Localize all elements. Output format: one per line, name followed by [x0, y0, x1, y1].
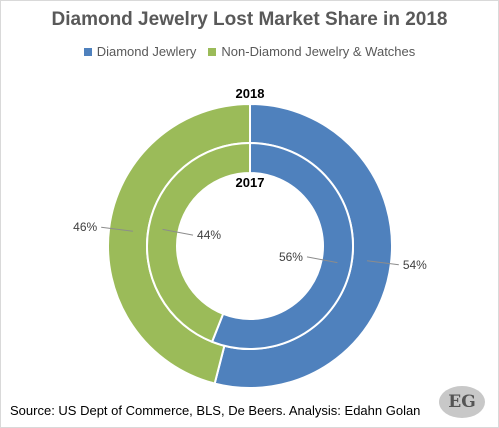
chart-title: Diamond Jewelry Lost Market Share in 201…: [51, 9, 448, 30]
slice-2017-0: [210, 141, 354, 350]
data-label-2018-0: 54%: [403, 258, 427, 272]
legend-label-diamond: Diamond Jewlery: [96, 44, 197, 59]
legend-item-diamond: Diamond Jewlery: [83, 44, 197, 59]
ring-label-2018: 2018: [236, 86, 265, 101]
data-label-2017-1: 44%: [197, 228, 221, 242]
leader-line-2017-0: [306, 256, 338, 264]
legend-item-non-diamond: Non-Diamond Jewelry & Watches: [208, 44, 415, 59]
slice-2017-1: [146, 141, 251, 344]
leader-line-2018-1: [101, 226, 133, 232]
legend-swatch-diamond: [83, 47, 92, 56]
legend-label-non-diamond: Non-Diamond Jewelry & Watches: [221, 44, 416, 59]
leader-line-2018-0: [367, 260, 399, 266]
legend-swatch-non-diamond: [208, 47, 217, 56]
ring-label-2017: 2017: [236, 175, 265, 190]
eg-logo: EG: [439, 386, 485, 418]
leader-line-2017-1: [162, 228, 194, 236]
data-label-2018-1: 46%: [73, 220, 97, 234]
chart-legend: Diamond Jewlery Non-Diamond Jewelry & Wa…: [0, 44, 499, 59]
source-note: Source: US Dept of Commerce, BLS, De Bee…: [10, 403, 421, 418]
data-label-2017-0: 56%: [279, 250, 303, 264]
